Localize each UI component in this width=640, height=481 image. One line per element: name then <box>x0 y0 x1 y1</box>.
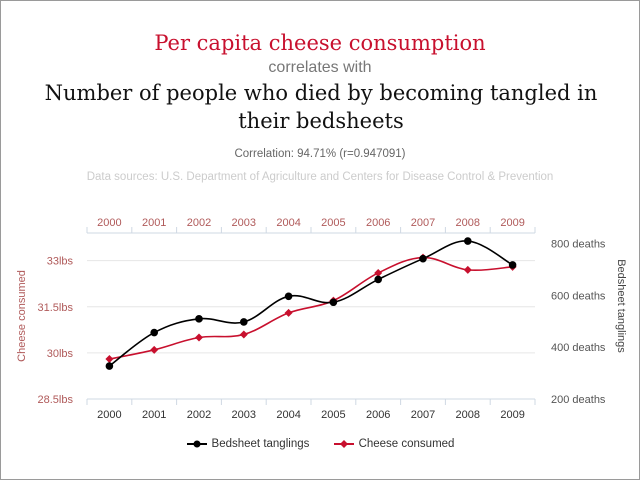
bedsheet-point <box>150 328 158 337</box>
x-tick-label: 2003 <box>232 409 256 421</box>
right-tick-label: 600 deaths <box>551 290 606 302</box>
x-top-tick-label: 2005 <box>321 217 345 229</box>
cheese-point <box>105 355 114 364</box>
cheese-point <box>374 268 383 277</box>
title-cheese: Per capita cheese consumption <box>154 31 486 55</box>
legend-item-bedsheet[interactable]: Bedsheet tanglings <box>186 438 310 450</box>
x-tick-label: 2009 <box>500 409 524 421</box>
left-tick-label: 33lbs <box>47 256 74 268</box>
bedsheet-point <box>240 318 248 326</box>
left-axis-title: Cheese consumed <box>16 270 28 362</box>
right-tick-label: 200 deaths <box>551 394 606 406</box>
left-tick-label: 30lbs <box>47 348 74 360</box>
x-tick-label: 2005 <box>321 409 345 421</box>
x-top-tick-label: 2003 <box>232 217 256 229</box>
data-sources: Data sources: U.S. Department of Agricul… <box>86 171 554 183</box>
cheese-point <box>150 345 159 354</box>
title-connector: correlates with <box>268 59 372 76</box>
title-bedsheets: Number of people who died by becoming ta… <box>44 81 598 133</box>
x-top-tick-label: 2007 <box>411 217 435 229</box>
bedsheet-point <box>284 292 293 301</box>
left-tick-label: 28.5lbs <box>38 394 74 406</box>
bedsheet-point <box>419 254 427 263</box>
cheese-point <box>463 265 472 274</box>
bedsheet-point <box>195 315 203 323</box>
x-tick-label: 2008 <box>456 409 480 421</box>
cheese-legend-icon <box>333 439 354 448</box>
legend-label-cheese: Cheese consumed <box>358 438 455 450</box>
correlation-text: Correlation: 94.71% (r=0.947091) <box>234 148 406 160</box>
x-top-tick-label: 2006 <box>366 217 390 229</box>
legend-item-cheese[interactable]: Cheese consumed <box>333 438 455 450</box>
bedsheet-point <box>329 298 338 307</box>
x-top-tick-label: 2008 <box>456 217 480 229</box>
x-top-tick-label: 2001 <box>142 217 166 229</box>
bedsheet-point <box>374 275 383 284</box>
right-axis-title: Bedsheet tanglings <box>615 259 627 353</box>
x-tick-label: 2001 <box>142 409 166 421</box>
cheese-point <box>195 333 203 342</box>
bedsheet-line <box>108 240 513 367</box>
legend-label-bedsheet: Bedsheet tanglings <box>211 438 310 450</box>
x-tick-label: 2006 <box>366 409 390 421</box>
x-tick-label: 2000 <box>97 409 121 421</box>
chart-legend: Bedsheet tanglings Cheese consumed <box>1 438 639 450</box>
x-top-tick-label: 2002 <box>187 217 211 229</box>
x-top-tick-label: 2004 <box>276 217 300 229</box>
x-tick-label: 2002 <box>187 409 211 421</box>
right-tick-label: 800 deaths <box>551 238 606 250</box>
bedsheet-point <box>464 237 472 245</box>
x-top-tick-label: 2000 <box>97 217 121 229</box>
x-top-tick-label: 2009 <box>500 217 524 229</box>
right-tick-label: 400 deaths <box>551 342 606 354</box>
cheese-line <box>109 256 513 360</box>
left-tick-label: 31.5lbs <box>38 302 74 314</box>
bedsheet-point <box>105 362 114 370</box>
x-tick-label: 2004 <box>276 409 300 421</box>
bedsheet-legend-icon <box>186 440 207 448</box>
cheese-point <box>284 308 293 317</box>
x-tick-label: 2007 <box>411 409 435 421</box>
cheese-point <box>239 330 248 339</box>
bedsheet-point <box>508 261 517 269</box>
